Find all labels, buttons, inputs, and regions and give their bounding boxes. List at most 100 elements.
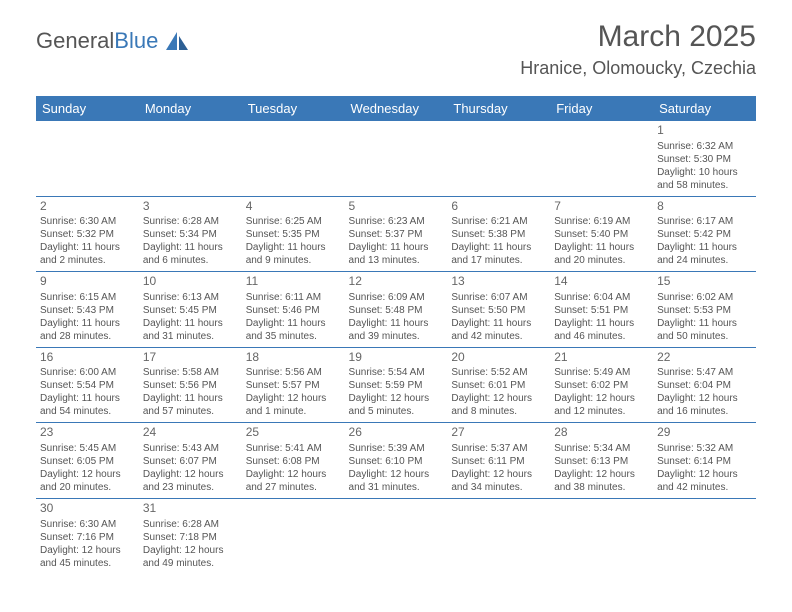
sunset-text: Sunset: 5:50 PM [451,304,546,317]
sunset-text: Sunset: 6:11 PM [451,455,546,468]
calendar-cell: 19Sunrise: 5:54 AMSunset: 5:59 PMDayligh… [345,347,448,423]
logo: GeneralBlue [36,28,188,54]
sunrise-text: Sunrise: 6:17 AM [657,215,752,228]
day-number: 7 [554,199,649,215]
daylight-text: Daylight: 11 hours and 13 minutes. [349,241,444,267]
calendar-cell: 9Sunrise: 6:15 AMSunset: 5:43 PMDaylight… [36,272,139,348]
sunrise-text: Sunrise: 6:07 AM [451,291,546,304]
calendar-cell: 26Sunrise: 5:39 AMSunset: 6:10 PMDayligh… [345,423,448,499]
sunrise-text: Sunrise: 6:30 AM [40,518,135,531]
sunset-text: Sunset: 6:01 PM [451,379,546,392]
daylight-text: Daylight: 12 hours and 49 minutes. [143,544,238,570]
daylight-text: Daylight: 12 hours and 20 minutes. [40,468,135,494]
logo-sail-icon [166,32,188,50]
day-number: 1 [657,123,752,139]
weekday-header-row: Sunday Monday Tuesday Wednesday Thursday… [36,96,756,121]
sunset-text: Sunset: 6:05 PM [40,455,135,468]
sunrise-text: Sunrise: 6:23 AM [349,215,444,228]
day-number: 19 [349,350,444,366]
sunset-text: Sunset: 5:56 PM [143,379,238,392]
sunset-text: Sunset: 5:51 PM [554,304,649,317]
sunset-text: Sunset: 5:46 PM [246,304,341,317]
day-number: 23 [40,425,135,441]
sunrise-text: Sunrise: 5:37 AM [451,442,546,455]
day-number: 2 [40,199,135,215]
daylight-text: Daylight: 12 hours and 34 minutes. [451,468,546,494]
day-number: 11 [246,274,341,290]
sunrise-text: Sunrise: 6:04 AM [554,291,649,304]
sunrise-text: Sunrise: 5:52 AM [451,366,546,379]
daylight-text: Daylight: 10 hours and 58 minutes. [657,166,752,192]
logo-text-1: General [36,28,114,53]
calendar-cell [447,498,550,573]
sunrise-text: Sunrise: 6:28 AM [143,518,238,531]
daylight-text: Daylight: 12 hours and 23 minutes. [143,468,238,494]
weekday-header: Tuesday [242,96,345,121]
calendar-cell [242,498,345,573]
sunset-text: Sunset: 6:10 PM [349,455,444,468]
daylight-text: Daylight: 12 hours and 8 minutes. [451,392,546,418]
day-number: 14 [554,274,649,290]
sunrise-text: Sunrise: 5:34 AM [554,442,649,455]
sunrise-text: Sunrise: 6:21 AM [451,215,546,228]
sunset-text: Sunset: 5:40 PM [554,228,649,241]
sunset-text: Sunset: 5:45 PM [143,304,238,317]
day-number: 21 [554,350,649,366]
sunset-text: Sunset: 5:35 PM [246,228,341,241]
calendar-cell [345,498,448,573]
calendar-cell [550,121,653,196]
calendar-cell: 29Sunrise: 5:32 AMSunset: 6:14 PMDayligh… [653,423,756,499]
daylight-text: Daylight: 11 hours and 39 minutes. [349,317,444,343]
sunrise-text: Sunrise: 6:11 AM [246,291,341,304]
calendar-cell: 28Sunrise: 5:34 AMSunset: 6:13 PMDayligh… [550,423,653,499]
calendar-table: Sunday Monday Tuesday Wednesday Thursday… [36,96,756,574]
sunset-text: Sunset: 5:48 PM [349,304,444,317]
daylight-text: Daylight: 11 hours and 57 minutes. [143,392,238,418]
daylight-text: Daylight: 11 hours and 28 minutes. [40,317,135,343]
sunset-text: Sunset: 5:30 PM [657,153,752,166]
daylight-text: Daylight: 11 hours and 50 minutes. [657,317,752,343]
page-title: March 2025 [598,20,756,54]
daylight-text: Daylight: 11 hours and 31 minutes. [143,317,238,343]
calendar-cell: 1Sunrise: 6:32 AMSunset: 5:30 PMDaylight… [653,121,756,196]
day-number: 30 [40,501,135,517]
daylight-text: Daylight: 12 hours and 42 minutes. [657,468,752,494]
calendar-cell: 27Sunrise: 5:37 AMSunset: 6:11 PMDayligh… [447,423,550,499]
weekday-header: Monday [139,96,242,121]
sunrise-text: Sunrise: 5:41 AM [246,442,341,455]
calendar-cell: 23Sunrise: 5:45 AMSunset: 6:05 PMDayligh… [36,423,139,499]
calendar-cell [447,121,550,196]
weekday-header: Thursday [447,96,550,121]
day-number: 5 [349,199,444,215]
day-number: 3 [143,199,238,215]
calendar-cell: 21Sunrise: 5:49 AMSunset: 6:02 PMDayligh… [550,347,653,423]
sunrise-text: Sunrise: 5:47 AM [657,366,752,379]
calendar-cell: 15Sunrise: 6:02 AMSunset: 5:53 PMDayligh… [653,272,756,348]
day-number: 13 [451,274,546,290]
sunrise-text: Sunrise: 5:45 AM [40,442,135,455]
sunset-text: Sunset: 6:13 PM [554,455,649,468]
calendar-cell: 17Sunrise: 5:58 AMSunset: 5:56 PMDayligh… [139,347,242,423]
calendar-cell: 20Sunrise: 5:52 AMSunset: 6:01 PMDayligh… [447,347,550,423]
calendar-cell: 4Sunrise: 6:25 AMSunset: 5:35 PMDaylight… [242,196,345,272]
sunset-text: Sunset: 6:04 PM [657,379,752,392]
sunrise-text: Sunrise: 6:28 AM [143,215,238,228]
day-number: 18 [246,350,341,366]
sunrise-text: Sunrise: 6:09 AM [349,291,444,304]
sunset-text: Sunset: 5:32 PM [40,228,135,241]
sunrise-text: Sunrise: 5:32 AM [657,442,752,455]
sunrise-text: Sunrise: 5:49 AM [554,366,649,379]
calendar-cell [242,121,345,196]
sunset-text: Sunset: 6:02 PM [554,379,649,392]
sunset-text: Sunset: 5:42 PM [657,228,752,241]
calendar-cell: 6Sunrise: 6:21 AMSunset: 5:38 PMDaylight… [447,196,550,272]
daylight-text: Daylight: 12 hours and 38 minutes. [554,468,649,494]
calendar-cell: 10Sunrise: 6:13 AMSunset: 5:45 PMDayligh… [139,272,242,348]
sunrise-text: Sunrise: 6:00 AM [40,366,135,379]
calendar-row: 1Sunrise: 6:32 AMSunset: 5:30 PMDaylight… [36,121,756,196]
daylight-text: Daylight: 12 hours and 31 minutes. [349,468,444,494]
sunrise-text: Sunrise: 5:56 AM [246,366,341,379]
day-number: 9 [40,274,135,290]
day-number: 20 [451,350,546,366]
calendar-cell [345,121,448,196]
